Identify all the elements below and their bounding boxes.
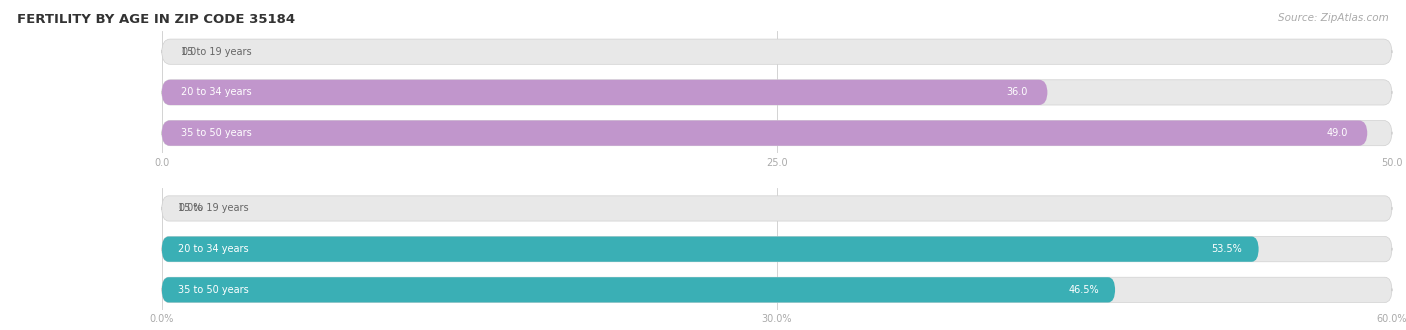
FancyBboxPatch shape — [162, 277, 1115, 303]
Text: 0.0: 0.0 — [181, 47, 197, 57]
FancyBboxPatch shape — [162, 80, 1392, 105]
FancyBboxPatch shape — [162, 120, 1367, 146]
FancyBboxPatch shape — [162, 39, 1392, 64]
Text: 53.5%: 53.5% — [1212, 244, 1243, 254]
Text: 35 to 50 years: 35 to 50 years — [179, 285, 249, 295]
Text: 20 to 34 years: 20 to 34 years — [179, 244, 249, 254]
FancyBboxPatch shape — [162, 120, 1392, 146]
Text: 15 to 19 years: 15 to 19 years — [181, 47, 252, 57]
FancyBboxPatch shape — [162, 196, 1392, 221]
Text: 36.0: 36.0 — [1007, 87, 1028, 97]
Text: 0.0%: 0.0% — [179, 204, 202, 214]
Text: 49.0: 49.0 — [1326, 128, 1348, 138]
Text: Source: ZipAtlas.com: Source: ZipAtlas.com — [1278, 13, 1389, 23]
Text: FERTILITY BY AGE IN ZIP CODE 35184: FERTILITY BY AGE IN ZIP CODE 35184 — [17, 13, 295, 26]
Text: 15 to 19 years: 15 to 19 years — [179, 204, 249, 214]
FancyBboxPatch shape — [162, 237, 1392, 262]
Text: 20 to 34 years: 20 to 34 years — [181, 87, 252, 97]
Text: 46.5%: 46.5% — [1069, 285, 1098, 295]
FancyBboxPatch shape — [162, 237, 1258, 262]
FancyBboxPatch shape — [162, 277, 1392, 303]
FancyBboxPatch shape — [162, 80, 1047, 105]
Text: 35 to 50 years: 35 to 50 years — [181, 128, 252, 138]
